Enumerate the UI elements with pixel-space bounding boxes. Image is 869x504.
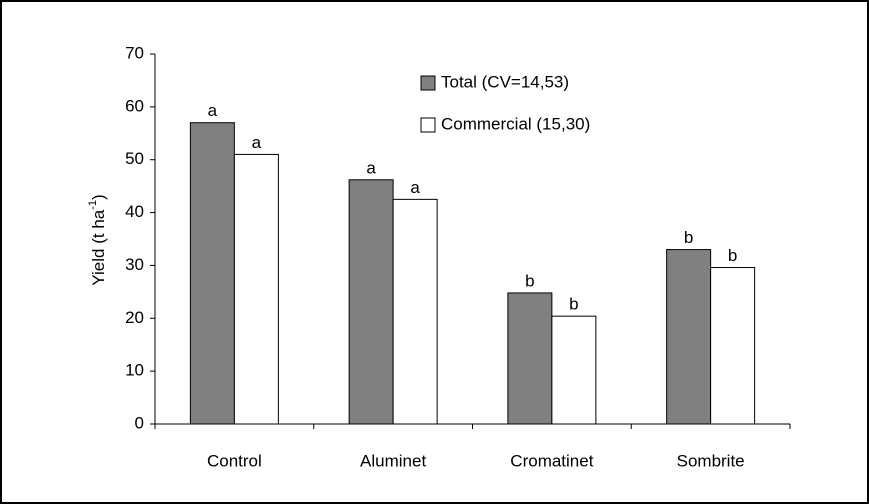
y-tick-label: 30 — [125, 255, 144, 274]
significance-letter: a — [366, 158, 376, 177]
bar — [348, 179, 394, 425]
x-tick-label: Cromatinet — [510, 451, 593, 470]
bar — [551, 315, 597, 425]
x-tick-label: Control — [207, 451, 262, 470]
bar — [392, 198, 438, 425]
legend-label: Total (CV=14,53) — [441, 72, 569, 91]
significance-letter: a — [252, 133, 262, 152]
legend-label: Commercial (15,30) — [441, 114, 590, 133]
y-axis-label: Yield (t ha-1) — [87, 194, 109, 285]
y-tick-label: 20 — [125, 308, 144, 327]
significance-letter: b — [569, 295, 578, 314]
bar — [233, 153, 279, 425]
y-tick-label: 40 — [125, 202, 144, 221]
y-tick-label: 0 — [135, 413, 144, 432]
y-tick-label: 60 — [125, 96, 144, 115]
significance-letter: a — [208, 101, 218, 120]
y-tick-label: 10 — [125, 361, 144, 380]
significance-letter: a — [410, 178, 420, 197]
x-tick-label: Aluminet — [360, 451, 426, 470]
y-label-end: ) — [89, 194, 108, 200]
legend-swatch — [420, 75, 436, 91]
bar — [507, 292, 553, 425]
bar — [666, 249, 712, 425]
significance-letter: b — [525, 271, 534, 290]
y-label-sup: -1 — [87, 200, 99, 210]
significance-letter: b — [728, 246, 737, 265]
y-tick-label: 70 — [125, 43, 144, 62]
y-tick-label: 50 — [125, 149, 144, 168]
legend-swatch — [420, 117, 436, 133]
bar — [189, 122, 235, 425]
x-tick-label: Sombrite — [677, 451, 745, 470]
significance-letter: b — [684, 228, 693, 247]
bar — [710, 267, 756, 425]
y-label-text: Yield (t ha — [89, 209, 108, 285]
